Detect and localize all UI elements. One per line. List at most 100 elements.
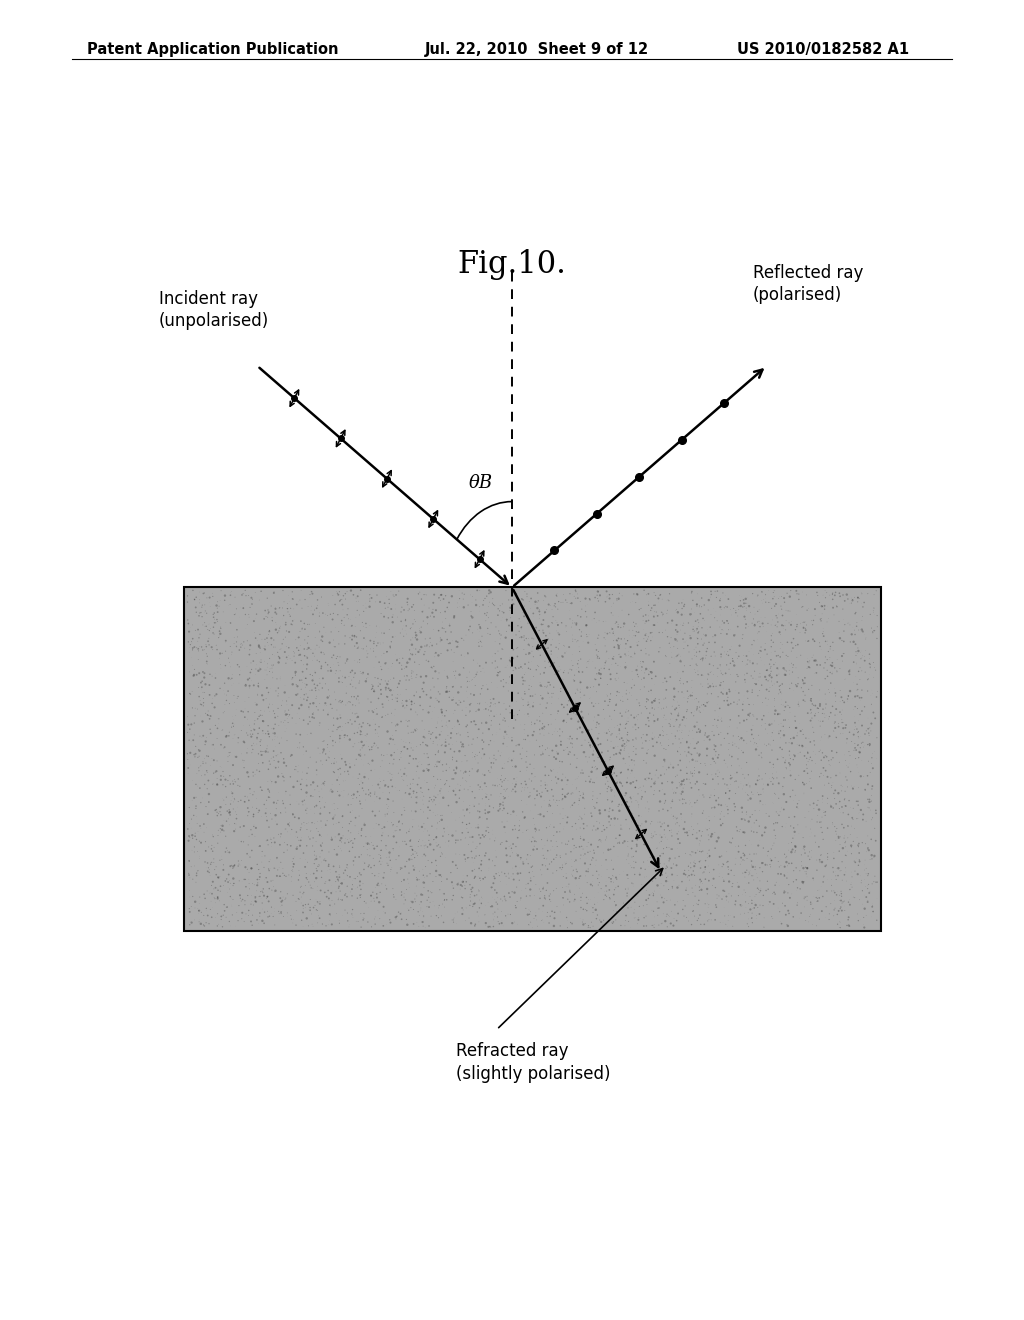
Point bbox=[311, 908, 328, 929]
Point bbox=[604, 648, 621, 669]
Point bbox=[319, 737, 336, 758]
Point bbox=[683, 702, 699, 723]
Point bbox=[397, 733, 414, 754]
Point bbox=[711, 866, 727, 887]
Point bbox=[860, 863, 877, 884]
Point bbox=[782, 748, 799, 770]
Point bbox=[771, 664, 787, 685]
Point bbox=[565, 859, 582, 880]
Point bbox=[643, 668, 659, 689]
Point bbox=[866, 583, 883, 605]
Point bbox=[271, 903, 288, 924]
Point bbox=[295, 744, 311, 766]
Point bbox=[475, 722, 492, 743]
Point bbox=[210, 887, 226, 908]
Point bbox=[496, 758, 512, 779]
Point bbox=[509, 704, 525, 725]
Point bbox=[223, 675, 240, 696]
Point bbox=[236, 598, 252, 619]
Point bbox=[299, 639, 315, 660]
Point bbox=[586, 609, 602, 630]
Point bbox=[482, 689, 499, 710]
Point bbox=[209, 729, 225, 750]
Point bbox=[380, 810, 396, 832]
Point bbox=[317, 915, 334, 936]
Point bbox=[421, 723, 437, 744]
Point bbox=[503, 841, 519, 862]
Point bbox=[184, 886, 201, 907]
Point bbox=[689, 655, 706, 676]
Point bbox=[669, 709, 685, 730]
Point bbox=[403, 787, 420, 808]
Point bbox=[498, 780, 514, 801]
Point bbox=[462, 884, 478, 906]
Point bbox=[750, 767, 766, 788]
Point bbox=[470, 879, 486, 900]
Point bbox=[652, 791, 669, 812]
Point bbox=[837, 788, 853, 809]
Point bbox=[555, 669, 571, 690]
Point bbox=[199, 760, 215, 781]
Point bbox=[803, 846, 819, 867]
Point bbox=[261, 751, 278, 772]
Point bbox=[288, 675, 304, 696]
Point bbox=[723, 755, 739, 776]
Point bbox=[679, 692, 695, 713]
Point bbox=[809, 795, 825, 816]
Point bbox=[602, 623, 618, 644]
Point bbox=[248, 817, 264, 838]
Point bbox=[694, 873, 711, 894]
Point bbox=[720, 851, 736, 873]
Point bbox=[802, 731, 818, 752]
Point bbox=[538, 764, 554, 785]
Point bbox=[838, 767, 854, 788]
Point bbox=[551, 630, 567, 651]
Point bbox=[750, 836, 766, 857]
Point bbox=[276, 865, 293, 886]
Point bbox=[735, 690, 752, 711]
Point bbox=[595, 698, 611, 719]
Point bbox=[723, 859, 739, 880]
Point bbox=[699, 669, 716, 690]
Point bbox=[369, 883, 385, 904]
Point bbox=[477, 825, 494, 846]
Point bbox=[216, 738, 232, 759]
Point bbox=[197, 612, 213, 634]
Point bbox=[431, 895, 447, 916]
Point bbox=[242, 597, 258, 618]
Point bbox=[365, 801, 381, 822]
Point bbox=[266, 898, 283, 919]
Point bbox=[282, 812, 298, 833]
Point bbox=[584, 756, 600, 777]
Point bbox=[338, 682, 354, 704]
Point bbox=[679, 763, 695, 784]
Point bbox=[196, 583, 212, 605]
Point bbox=[528, 780, 545, 801]
Point bbox=[765, 586, 781, 607]
Point bbox=[764, 850, 780, 871]
Point bbox=[724, 767, 740, 788]
Point bbox=[216, 737, 232, 758]
Point bbox=[450, 636, 466, 657]
Point bbox=[524, 636, 541, 657]
Point bbox=[563, 651, 580, 672]
Point bbox=[822, 672, 839, 693]
Point bbox=[773, 595, 790, 616]
Point bbox=[263, 896, 280, 917]
Point bbox=[472, 684, 488, 705]
Point bbox=[345, 833, 361, 854]
Point bbox=[589, 585, 605, 606]
Point bbox=[285, 912, 301, 933]
Point bbox=[798, 857, 814, 878]
Point bbox=[306, 796, 323, 817]
Point bbox=[620, 767, 636, 788]
Point bbox=[343, 785, 359, 807]
Point bbox=[574, 706, 591, 727]
Point bbox=[720, 686, 736, 708]
Point bbox=[608, 828, 625, 849]
Point bbox=[458, 715, 474, 737]
Point bbox=[555, 866, 571, 887]
Point bbox=[236, 911, 252, 932]
Point bbox=[614, 730, 631, 751]
Point bbox=[541, 594, 557, 615]
